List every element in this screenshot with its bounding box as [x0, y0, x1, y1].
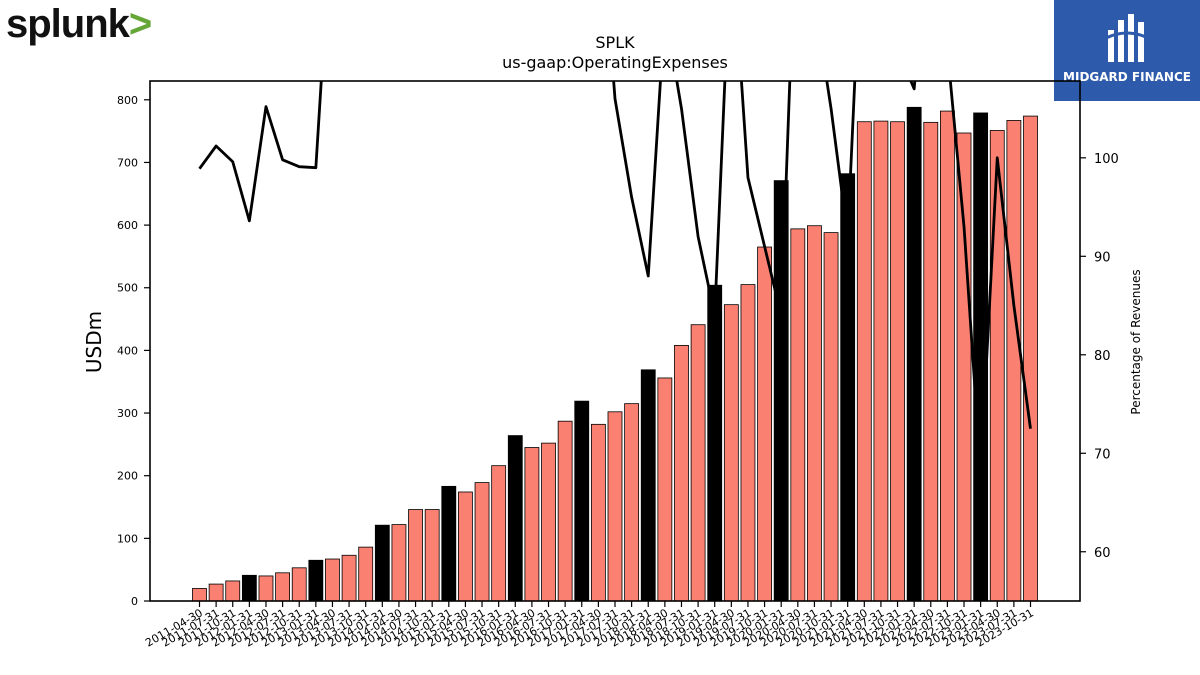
y-tick-label-0: 0: [131, 595, 138, 608]
splunk-logo-text: splunk: [6, 2, 130, 46]
midgard-mark-icon: [1105, 14, 1149, 62]
bar-2011-04-30: [192, 588, 207, 601]
bar-2013-07-31: [341, 554, 357, 601]
bar-2013-01-31: [308, 559, 324, 601]
bar-2014-10-31: [424, 509, 440, 601]
bar-2021-10-31: [890, 121, 905, 601]
midgard-finance-label: MIDGARD FINANCE: [1063, 70, 1191, 84]
bar-2017-07-31: [607, 411, 623, 601]
y-tick-label-100: 100: [117, 532, 138, 545]
bar-2012-10-31: [291, 567, 307, 601]
y-tick-label-600: 600: [117, 219, 138, 232]
bar-2015-01-31: [441, 485, 457, 601]
bar-2021-07-31: [873, 120, 889, 601]
bar-2018-10-31: [690, 324, 706, 601]
bar-2018-07-31: [674, 344, 689, 601]
bar-2017-01-31: [574, 400, 590, 601]
bar-2017-10-31: [624, 403, 640, 601]
bar-2022-01-31: [906, 106, 922, 601]
bar-2013-10-31: [358, 546, 374, 601]
bar-2023-07-31: [1006, 120, 1022, 601]
y-tick-label-400: 400: [117, 344, 138, 357]
bar-2012-01-31: [241, 574, 257, 601]
chart-subtitle: us-gaap:OperatingExpenses: [502, 53, 728, 72]
bar-2016-10-31: [557, 420, 573, 601]
bar-2012-07-31: [275, 572, 291, 601]
bar-2012-04-30: [258, 575, 274, 601]
bar-2019-10-31: [757, 246, 772, 601]
bar-2018-01-31: [640, 369, 656, 601]
bar-2015-10-31: [491, 465, 507, 601]
bar-2022-07-31: [940, 110, 955, 601]
bar-2022-04-30: [923, 121, 939, 601]
bar-2020-10-31: [823, 232, 839, 601]
splunk-logo: splunk>: [6, 2, 152, 47]
bar-2015-07-31: [474, 482, 490, 601]
axes: 0100200300400500600700800607080901002011…: [117, 80, 1119, 650]
bar-2017-04-30: [590, 423, 606, 601]
bar-2014-04-30: [391, 524, 407, 601]
bar-series: [192, 106, 1038, 601]
bar-2021-01-31: [840, 173, 856, 601]
bar-2013-04-30: [325, 558, 340, 601]
bar-2011-10-31: [225, 580, 241, 601]
bar-2016-01-31: [507, 435, 523, 601]
y2-tick-label-60: 60: [1094, 546, 1111, 561]
chart-title: SPLK: [595, 33, 635, 52]
y2-tick-label-70: 70: [1094, 447, 1111, 462]
bar-2011-07-31: [208, 583, 224, 601]
bar-2019-04-30: [723, 304, 739, 601]
y-tick-label-500: 500: [117, 282, 138, 295]
bar-2020-07-31: [807, 225, 822, 601]
y2-tick-label-100: 100: [1094, 152, 1119, 167]
y-tick-label-300: 300: [117, 407, 138, 420]
bar-2019-01-31: [707, 284, 723, 601]
midgard-finance-logo: MIDGARD FINANCE: [1054, 0, 1200, 101]
bar-2020-01-31: [773, 180, 789, 601]
bar-2020-04-30: [790, 228, 806, 601]
bar-2018-04-30: [657, 377, 673, 601]
y-tick-label-800: 800: [117, 94, 138, 107]
percentage-line: [198, 81, 1032, 475]
y2-tick-label-90: 90: [1094, 250, 1111, 265]
bar-2022-10-31: [956, 132, 972, 601]
bar-2021-04-30: [856, 121, 872, 601]
y-tick-label-200: 200: [117, 470, 138, 483]
bar-2019-07-31: [740, 284, 756, 601]
bar-2014-01-31: [374, 524, 390, 601]
splunk-logo-chevron: >: [128, 2, 152, 46]
y2-tick-label-80: 80: [1094, 349, 1111, 364]
bar-2015-04-30: [458, 491, 473, 601]
bar-2016-04-30: [524, 447, 540, 601]
bar-2023-10-31: [1023, 115, 1038, 601]
y2-axis-label: Percentage of Revenues: [1129, 269, 1143, 414]
y-axis-label: USDm: [82, 311, 106, 373]
y-tick-label-700: 700: [117, 156, 138, 169]
line-series: [198, 81, 1032, 475]
bar-2014-07-31: [408, 509, 423, 601]
bar-2016-07-31: [541, 442, 556, 601]
